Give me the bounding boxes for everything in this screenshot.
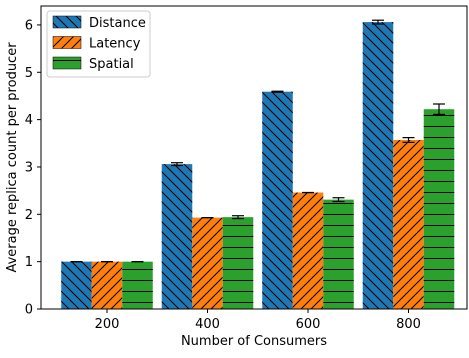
y-ticks: 0 1 2 3 4 5 6: [25, 18, 41, 318]
y-axis-label: Average replica count per producer: [5, 42, 20, 273]
x-tick-label-600: 600: [296, 317, 321, 332]
legend-swatch-hatch-latency: [53, 36, 81, 49]
legend-label-spatial: Spatial: [89, 57, 134, 72]
y-tick-label-1: 1: [25, 255, 33, 270]
bar-hatch-distance-800: [362, 22, 394, 310]
x-tick-label-800: 800: [396, 317, 421, 332]
error-bars-layer: [70, 19, 445, 263]
legend-swatch-hatch-distance: [53, 16, 81, 28]
y-tick-label-3: 3: [25, 160, 33, 175]
bar-hatch-distance-600: [262, 91, 293, 309]
y-tick-label-4: 4: [25, 113, 33, 128]
bar-hatch-spatial-600: [323, 199, 354, 309]
bar-hatch-latency-800: [393, 139, 424, 309]
x-axis-label: Number of Consumers: [181, 334, 327, 349]
bar-hatch-distance-400: [161, 164, 193, 309]
x-tick-label-200: 200: [95, 317, 120, 332]
legend-label-latency: Latency: [89, 37, 141, 52]
y-tick-label-2: 2: [25, 208, 33, 223]
bar-hatch-spatial-800: [423, 109, 455, 309]
bar-hatch-latency-600: [292, 192, 324, 309]
plot-frame: [40, 5, 468, 310]
bar-hatch-distance-200: [61, 261, 92, 309]
legend-swatch-hatch-spatial: [53, 57, 81, 69]
x-ticks: 200 400 600 800: [95, 309, 421, 332]
x-tick-label-400: 400: [195, 317, 220, 332]
legend: Distance Latency Spatial: [46, 10, 151, 78]
bars-layer: [61, 22, 455, 310]
bar-hatch-spatial-200: [122, 261, 153, 309]
y-tick-label-5: 5: [25, 66, 33, 81]
bar-hatch-latency-200: [91, 261, 123, 309]
bar-hatch-spatial-400: [222, 217, 254, 309]
y-tick-label-0: 0: [25, 303, 33, 318]
legend-label-distance: Distance: [89, 16, 146, 31]
y-tick-label-6: 6: [25, 18, 33, 33]
bar-hatch-latency-400: [192, 217, 223, 309]
